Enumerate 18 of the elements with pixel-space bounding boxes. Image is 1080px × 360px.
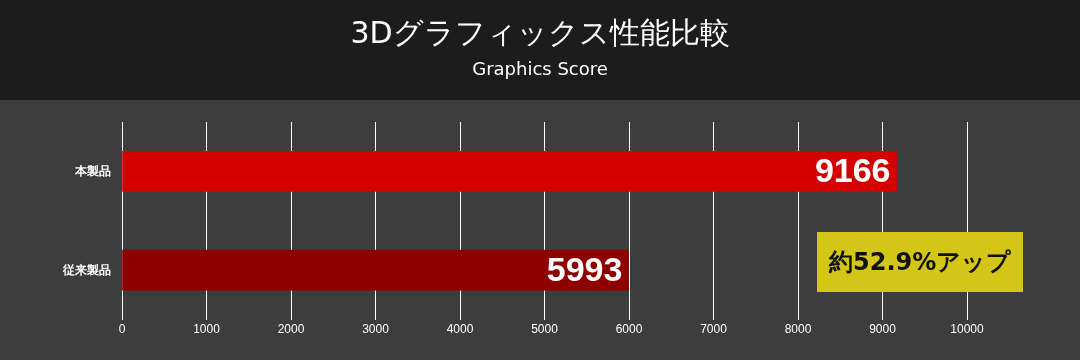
y-tick-label: 本製品 (74, 163, 111, 178)
x-tick-label: 1000 (193, 322, 221, 337)
y-tick-label: 従来製品 (62, 262, 111, 277)
chart-title: 3Dグラフィックス性能比較 (349, 14, 731, 52)
x-tick-label: 6000 (615, 322, 643, 337)
x-tick-label: 5000 (531, 322, 559, 337)
x-tick-label: 4000 (446, 322, 474, 337)
x-tick-label: 7000 (700, 322, 728, 337)
x-tick-label: 10000 (950, 322, 985, 337)
chart-subtitle: Graphics Score (471, 58, 609, 79)
x-tick-label: 8000 (784, 322, 812, 337)
data-label: 9166 (814, 150, 891, 189)
x-tick-label: 0 (118, 322, 126, 337)
x-tick-label: 2000 (277, 322, 305, 337)
x-tick-label: 3000 (362, 322, 390, 337)
annotation: 約52.9%アップ (817, 232, 1024, 292)
x-tick-label: 9000 (869, 322, 897, 337)
data-label: 5993 (546, 249, 623, 288)
